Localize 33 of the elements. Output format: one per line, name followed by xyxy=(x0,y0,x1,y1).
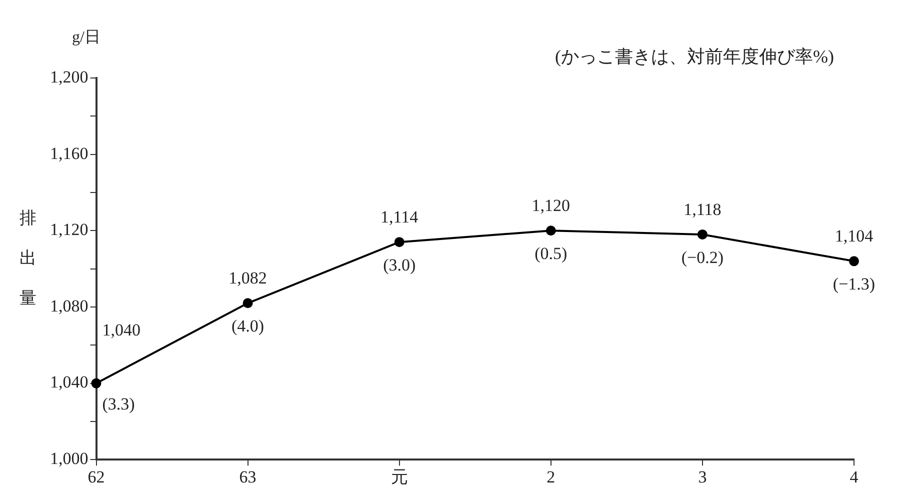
point xyxy=(849,256,859,266)
y-tick-label: 1,080 xyxy=(50,296,88,316)
x-tick-label: 4 xyxy=(850,467,859,486)
annotation: (3.0) xyxy=(383,256,416,275)
data-label: 1,104 xyxy=(834,226,874,246)
annotation: (4.0) xyxy=(232,316,264,336)
point xyxy=(242,298,253,308)
data-label: 1,040 xyxy=(102,320,140,340)
text: 排出量 xyxy=(20,208,36,308)
annotation: (−1.3) xyxy=(832,274,876,294)
data-label: 1,120 xyxy=(532,196,570,216)
x-tick-label: 63 xyxy=(239,467,256,486)
y-tick-label: 1,000 xyxy=(50,449,88,468)
x-tick-label: 62 xyxy=(88,467,105,486)
x-tick-label: 2 xyxy=(546,467,556,486)
y-tick-label: 1,040 xyxy=(50,372,88,392)
data-label: 1,114 xyxy=(380,208,419,227)
y-tick-label: 1,160 xyxy=(50,144,88,163)
point xyxy=(394,237,404,248)
annotation: (−0.2) xyxy=(681,248,724,267)
point xyxy=(546,226,556,236)
point xyxy=(91,378,102,388)
data-label: 1,118 xyxy=(684,200,722,219)
y-tick-label: 1,120 xyxy=(50,220,88,240)
annotation: (0.5) xyxy=(534,244,568,264)
y-tick-label: 1,200 xyxy=(50,67,88,86)
x-tick-label: 3 xyxy=(698,467,707,486)
text: g/日 xyxy=(72,29,100,46)
data-label: 1,082 xyxy=(228,268,267,288)
point xyxy=(697,229,708,240)
annotation: (3.3) xyxy=(102,394,135,414)
text: (かっこ書きは、対前年度伸び率%) xyxy=(555,46,834,67)
x-tick-label: 元 xyxy=(390,467,408,486)
